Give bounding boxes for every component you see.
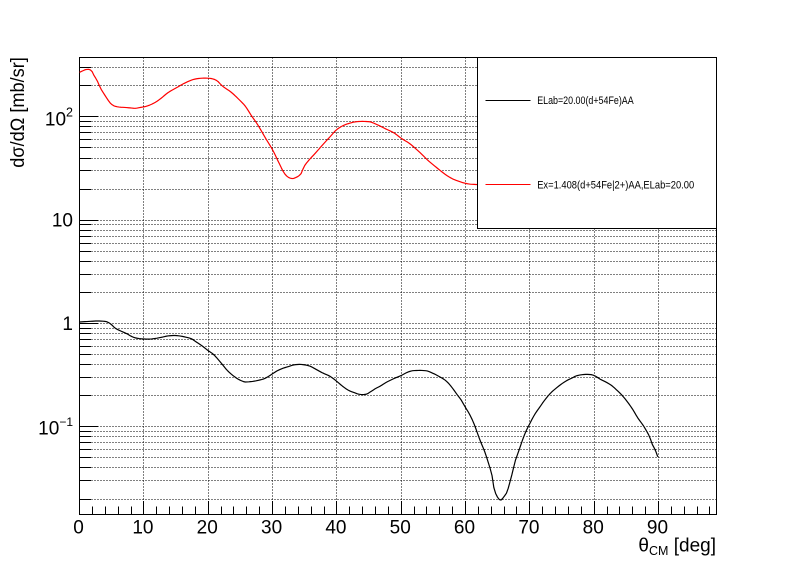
- svg-text:20: 20: [197, 518, 218, 539]
- svg-text:50: 50: [390, 518, 411, 539]
- svg-text:ELab=20.00(d+54Fe)AA: ELab=20.00(d+54Fe)AA: [537, 95, 634, 107]
- svg-text:60: 60: [454, 518, 475, 539]
- svg-text:1: 1: [62, 314, 73, 335]
- svg-text:Ex=1.408(d+54Fe|2+)AA,ELab=20.: Ex=1.408(d+54Fe|2+)AA,ELab=20.00: [537, 179, 694, 191]
- svg-text:10: 10: [52, 211, 73, 232]
- svg-text:10: 10: [132, 518, 153, 539]
- svg-text:40: 40: [325, 518, 346, 539]
- svg-text:80: 80: [583, 518, 604, 539]
- svg-text:70: 70: [518, 518, 539, 539]
- svg-text:0: 0: [73, 518, 84, 539]
- svg-text:30: 30: [261, 518, 282, 539]
- svg-text:dσ/dΩ [mb/sr]: dσ/dΩ [mb/sr]: [8, 57, 29, 168]
- svg-text:90: 90: [647, 518, 668, 539]
